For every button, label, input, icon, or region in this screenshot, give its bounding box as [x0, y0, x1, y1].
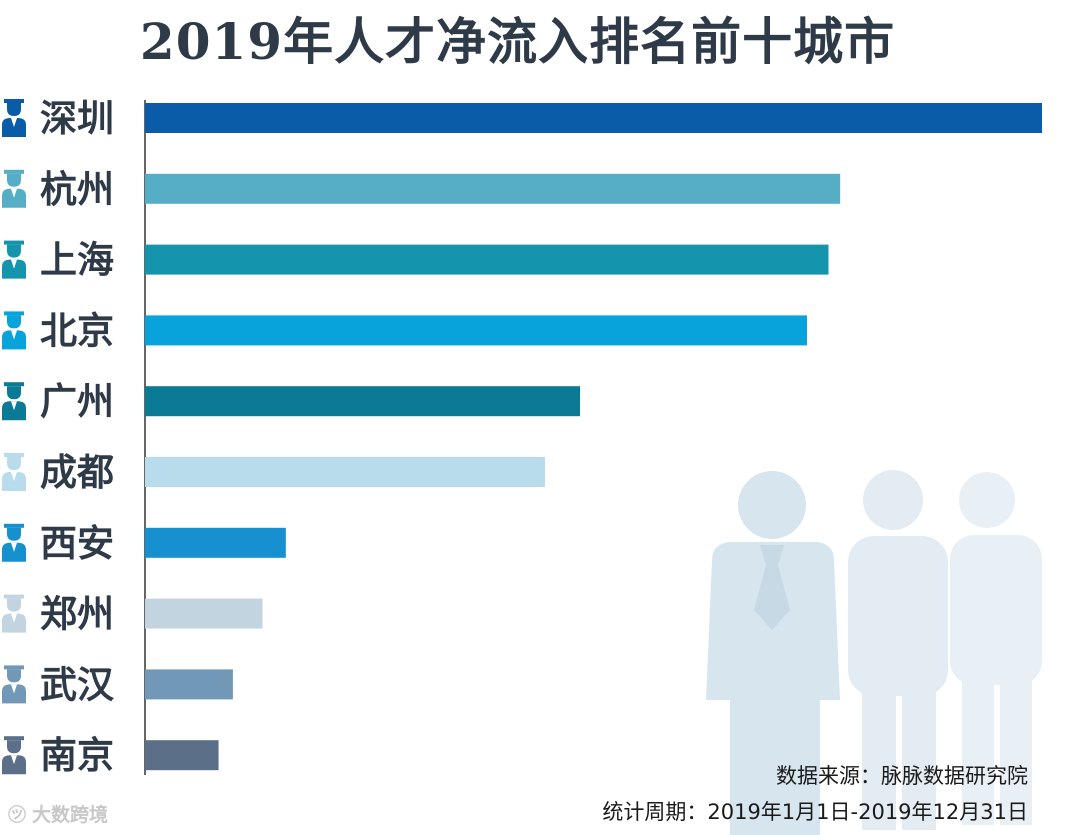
graduate-person-icon — [2, 311, 26, 350]
category-label: 成都 — [40, 451, 114, 494]
watermark: ㋡ 大数跨境 — [8, 800, 108, 827]
bar — [145, 740, 219, 771]
graduate-person-icon — [2, 665, 26, 704]
category-label: 武汉 — [40, 663, 115, 706]
watermark-logo-icon: ㋡ — [8, 804, 26, 826]
chart-title: 2019年人才净流入排名前十城市 — [139, 12, 896, 71]
graduate-person-icon — [2, 169, 26, 208]
graduate-person-icon — [2, 523, 26, 562]
period-note: 统计周期：2019年1月1日-2019年12月31日 — [602, 800, 1028, 824]
bar — [145, 244, 829, 275]
graduate-person-icon — [2, 99, 26, 137]
graduate-person-icon — [2, 240, 26, 279]
watermark-text: 大数跨境 — [32, 804, 109, 826]
bar — [145, 669, 233, 700]
category-label: 上海 — [40, 239, 114, 282]
category-label: 郑州 — [40, 593, 114, 636]
category-label: 广州 — [40, 380, 114, 423]
source-note: 数据来源：脉脉数据研究院 — [776, 764, 1028, 788]
bar — [145, 315, 807, 346]
category-label: 南京 — [40, 734, 114, 777]
category-label: 北京 — [40, 309, 114, 352]
bar — [145, 527, 286, 558]
bar — [145, 103, 1042, 133]
graduate-person-icon — [2, 382, 26, 421]
category-label: 深圳 — [40, 97, 114, 140]
graduate-person-icon — [2, 736, 26, 775]
category-label: 杭州 — [40, 168, 114, 211]
category-label: 西安 — [40, 522, 114, 565]
bar — [145, 457, 546, 487]
bar — [145, 386, 581, 417]
graduate-person-icon — [2, 453, 26, 491]
bar — [145, 598, 263, 629]
people-silhouette-decoration — [706, 470, 1042, 835]
graduate-person-icon — [2, 594, 26, 633]
bar — [145, 173, 841, 204]
